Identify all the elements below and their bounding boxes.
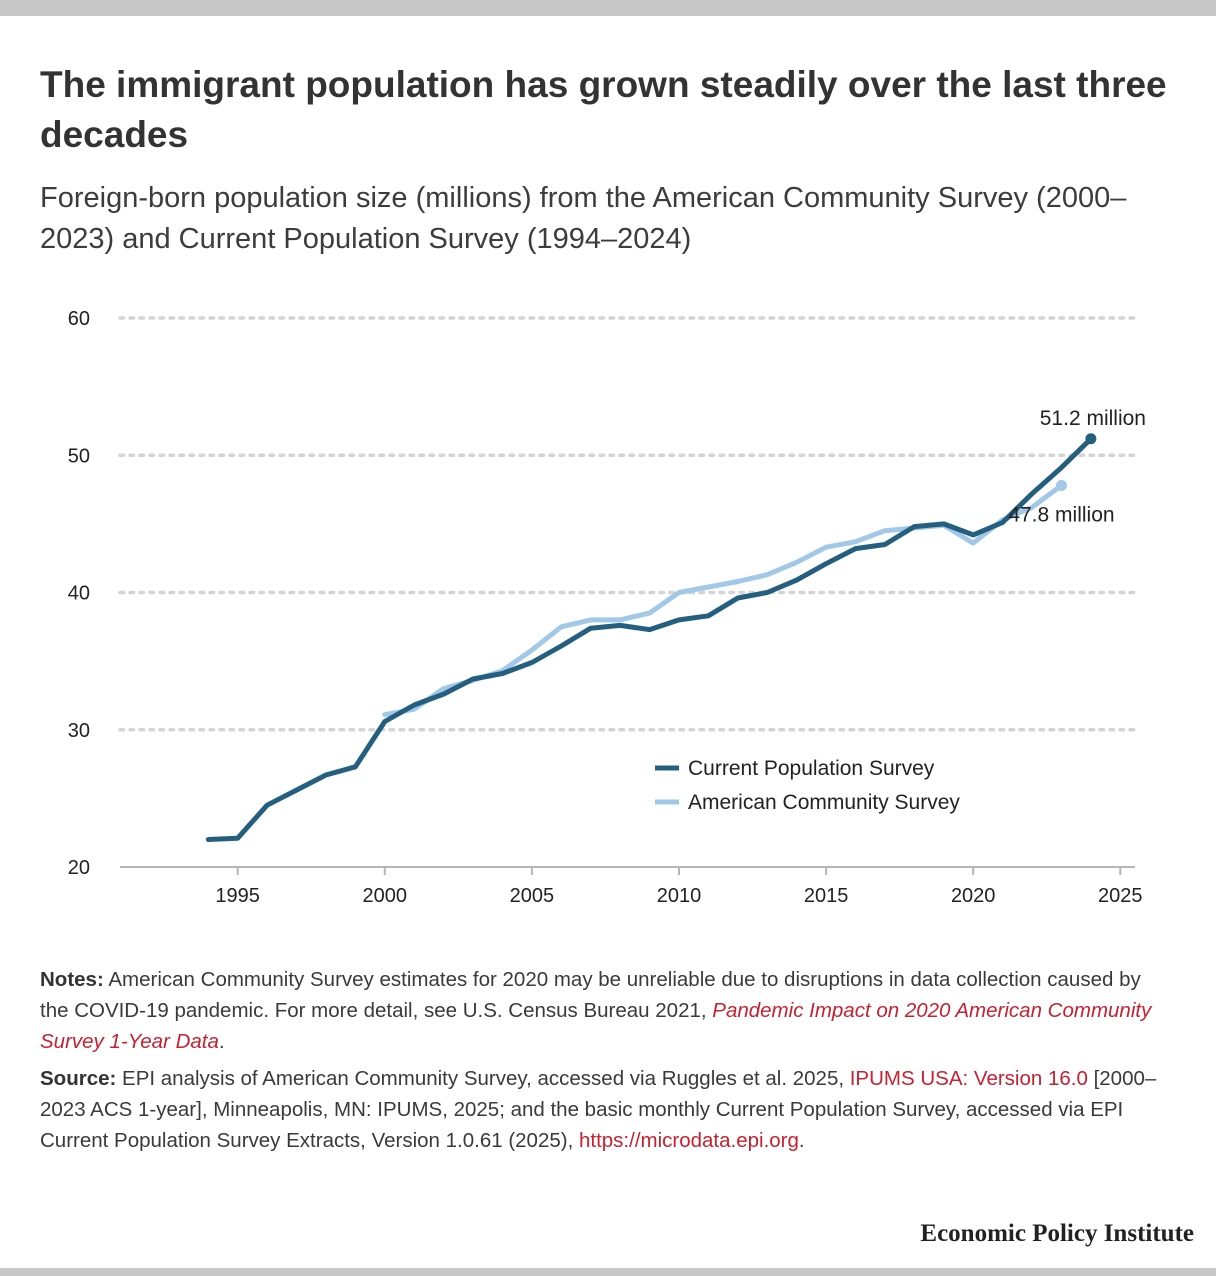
source-text-1: EPI analysis of American Community Surve… <box>116 1067 850 1090</box>
source-end: . <box>798 1129 805 1152</box>
notes-section: Notes: American Community Survey estimat… <box>40 964 1170 1162</box>
notes-paragraph: Notes: American Community Survey estimat… <box>40 964 1170 1057</box>
x-tick-label: 1995 <box>215 885 260 907</box>
series-lines <box>205 433 1097 842</box>
legend: Current Population Survey American Commun… <box>655 757 960 814</box>
data-labels: 51.2 million 47.8 million <box>1008 407 1146 527</box>
notes-label: Notes: <box>40 968 104 991</box>
acs-end-label: 47.8 million <box>1008 503 1114 526</box>
notes-text: American Community Survey estimates for … <box>40 968 1141 1022</box>
cps-line <box>205 436 1094 842</box>
cps-end-label: 51.2 million <box>1040 407 1146 430</box>
legend-label: Current Population Survey <box>688 757 935 780</box>
chart-title: The immigrant population has grown stead… <box>40 64 1167 155</box>
x-tick-label: 2025 <box>1098 885 1143 907</box>
x-tick-label: 2010 <box>657 885 702 907</box>
bottom-border <box>0 1268 1216 1276</box>
y-tick-label: 30 <box>68 720 90 742</box>
x-tick-label: 2020 <box>951 885 996 907</box>
source-label: Source: <box>40 1067 117 1090</box>
x-tick-label: 2015 <box>804 885 849 907</box>
chart-subtitle: Foreign-born population size (millions) … <box>40 182 1127 255</box>
notes-link[interactable]: Pandemic Impact on 2020 American Communi… <box>40 999 1152 1053</box>
y-tick-label: 60 <box>68 308 90 330</box>
y-tick-label: 50 <box>68 445 90 467</box>
legend-label: American Community Survey <box>688 791 960 814</box>
cps-end-point <box>1085 433 1097 445</box>
x-tick-label: 2000 <box>363 885 408 907</box>
acs-line <box>382 482 1064 718</box>
gridlines <box>118 316 1137 732</box>
top-border <box>0 0 1216 16</box>
source-paragraph: Source: EPI analysis of American Communi… <box>40 1063 1170 1156</box>
axes: 20 30 40 50 60 1995 2000 2005 2010 2015 2020 2025 <box>68 308 1143 907</box>
ipums-link[interactable]: IPUMS USA: Version 16.0 <box>849 1067 1088 1090</box>
x-tick-label: 2005 <box>510 885 555 907</box>
acs-end-point <box>1055 479 1067 491</box>
source-text-2: [2000–2023 ACS 1-year], Minneapolis, MN:… <box>40 1067 1157 1152</box>
microdata-link[interactable]: https://microdata.epi.org <box>578 1129 799 1152</box>
y-tick-label: 40 <box>68 583 90 605</box>
notes-end: . <box>218 1030 225 1053</box>
y-tick-label: 20 <box>68 857 90 879</box>
brand-logo: Economic Policy Institute <box>920 1220 1194 1247</box>
line-chart: 20 30 40 50 60 1995 2000 2005 2010 2015 2020 2025 5… <box>68 308 1146 907</box>
